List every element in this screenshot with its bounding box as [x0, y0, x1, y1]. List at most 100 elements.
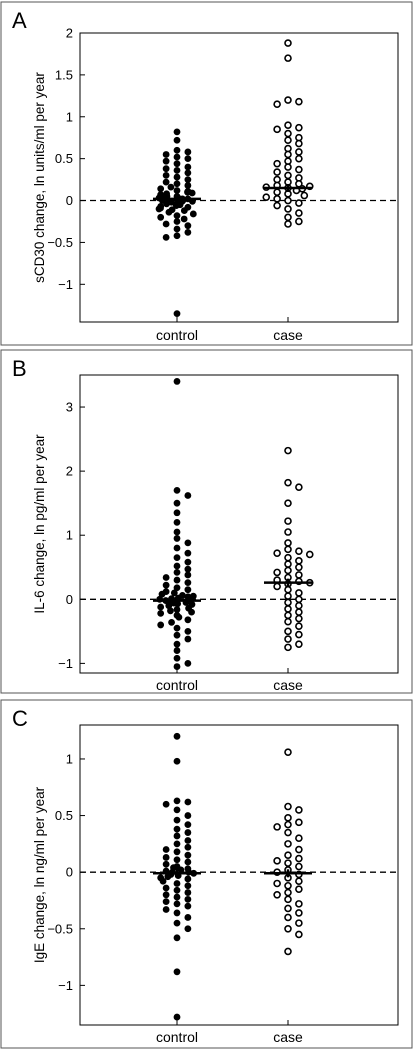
control-point [174, 894, 180, 900]
y-tick-label: 3 [66, 400, 73, 415]
control-point [174, 807, 180, 813]
case-point [285, 561, 291, 567]
control-point [163, 166, 169, 172]
control-point [185, 566, 191, 572]
control-point [185, 164, 191, 170]
case-point [285, 172, 291, 178]
control-point [163, 854, 169, 860]
control-point [160, 878, 166, 884]
control-point [185, 177, 191, 183]
control-point [174, 880, 180, 886]
control-point [158, 610, 164, 616]
case-point [274, 569, 280, 575]
case-point [285, 567, 291, 573]
control-point [185, 156, 191, 162]
case-point [285, 480, 291, 486]
control-point [181, 216, 187, 222]
case-point [296, 632, 302, 638]
case-point [296, 856, 302, 862]
control-point [174, 555, 180, 561]
control-point [163, 221, 169, 227]
x-tick-label: control [156, 677, 198, 693]
case-point [274, 880, 280, 886]
control-point [185, 852, 191, 858]
case-point [263, 194, 269, 200]
x-tick-label: case [273, 677, 303, 693]
case-point [301, 193, 307, 199]
case-point [285, 606, 291, 612]
case-point [285, 636, 291, 642]
case-point [285, 55, 291, 61]
y-tick-label: −1 [58, 656, 73, 671]
control-point [174, 733, 180, 739]
x-tick-label: case [273, 327, 303, 343]
control-point [174, 226, 180, 232]
case-point [296, 590, 302, 596]
case-point [296, 878, 302, 884]
case-point [296, 484, 302, 490]
case-point [296, 901, 302, 907]
x-tick-label: control [156, 1029, 198, 1045]
control-point [185, 859, 191, 865]
control-point [174, 161, 180, 167]
case-point [285, 926, 291, 932]
control-point [168, 184, 174, 190]
control-point [174, 857, 180, 863]
case-point [285, 214, 291, 220]
control-point [174, 535, 180, 541]
control-point [174, 487, 180, 493]
control-point [174, 664, 180, 670]
case-point [285, 619, 291, 625]
y-axis-label: sCD30 change, ln units/ml per year [32, 72, 47, 283]
control-point [156, 206, 162, 212]
control-point [174, 641, 180, 647]
control-point [163, 885, 169, 891]
case-point [296, 603, 302, 609]
control-point [163, 861, 169, 867]
plot-area [80, 33, 398, 322]
case-point [274, 101, 280, 107]
control-point [163, 179, 169, 185]
case-point [296, 210, 302, 216]
control-point [185, 580, 191, 586]
y-tick-label: 2 [66, 464, 73, 479]
case-point [285, 518, 291, 524]
control-point [181, 208, 187, 214]
case-point [296, 564, 302, 570]
control-point [174, 935, 180, 941]
control-point [164, 201, 170, 207]
control-point [185, 617, 191, 623]
control-point [185, 492, 191, 498]
case-point [296, 141, 302, 147]
case-point [285, 500, 291, 506]
case-point [296, 156, 302, 162]
x-tick-label: control [156, 327, 198, 343]
case-point [285, 644, 291, 650]
case-point [296, 835, 302, 841]
case-point [285, 830, 291, 836]
control-point [185, 799, 191, 805]
case-point [296, 807, 302, 813]
control-point [163, 172, 169, 178]
case-point [296, 623, 302, 629]
control-point [174, 500, 180, 506]
control-point [185, 559, 191, 565]
case-point [285, 804, 291, 810]
case-point [296, 931, 302, 937]
case-point [285, 600, 291, 606]
control-point [163, 234, 169, 240]
y-tick-label: 0 [66, 592, 73, 607]
y-tick-label: −1 [58, 277, 73, 292]
case-point [285, 540, 291, 546]
control-point [185, 914, 191, 920]
control-point [185, 229, 191, 235]
case-point [285, 628, 291, 634]
case-point [285, 587, 291, 593]
control-point [185, 896, 191, 902]
control-point [185, 813, 191, 819]
case-point [274, 824, 280, 830]
y-axis-label: IgE change, ln ng/ml per year [32, 786, 47, 963]
plot-area [80, 375, 398, 673]
control-point [185, 890, 191, 896]
control-point [174, 849, 180, 855]
